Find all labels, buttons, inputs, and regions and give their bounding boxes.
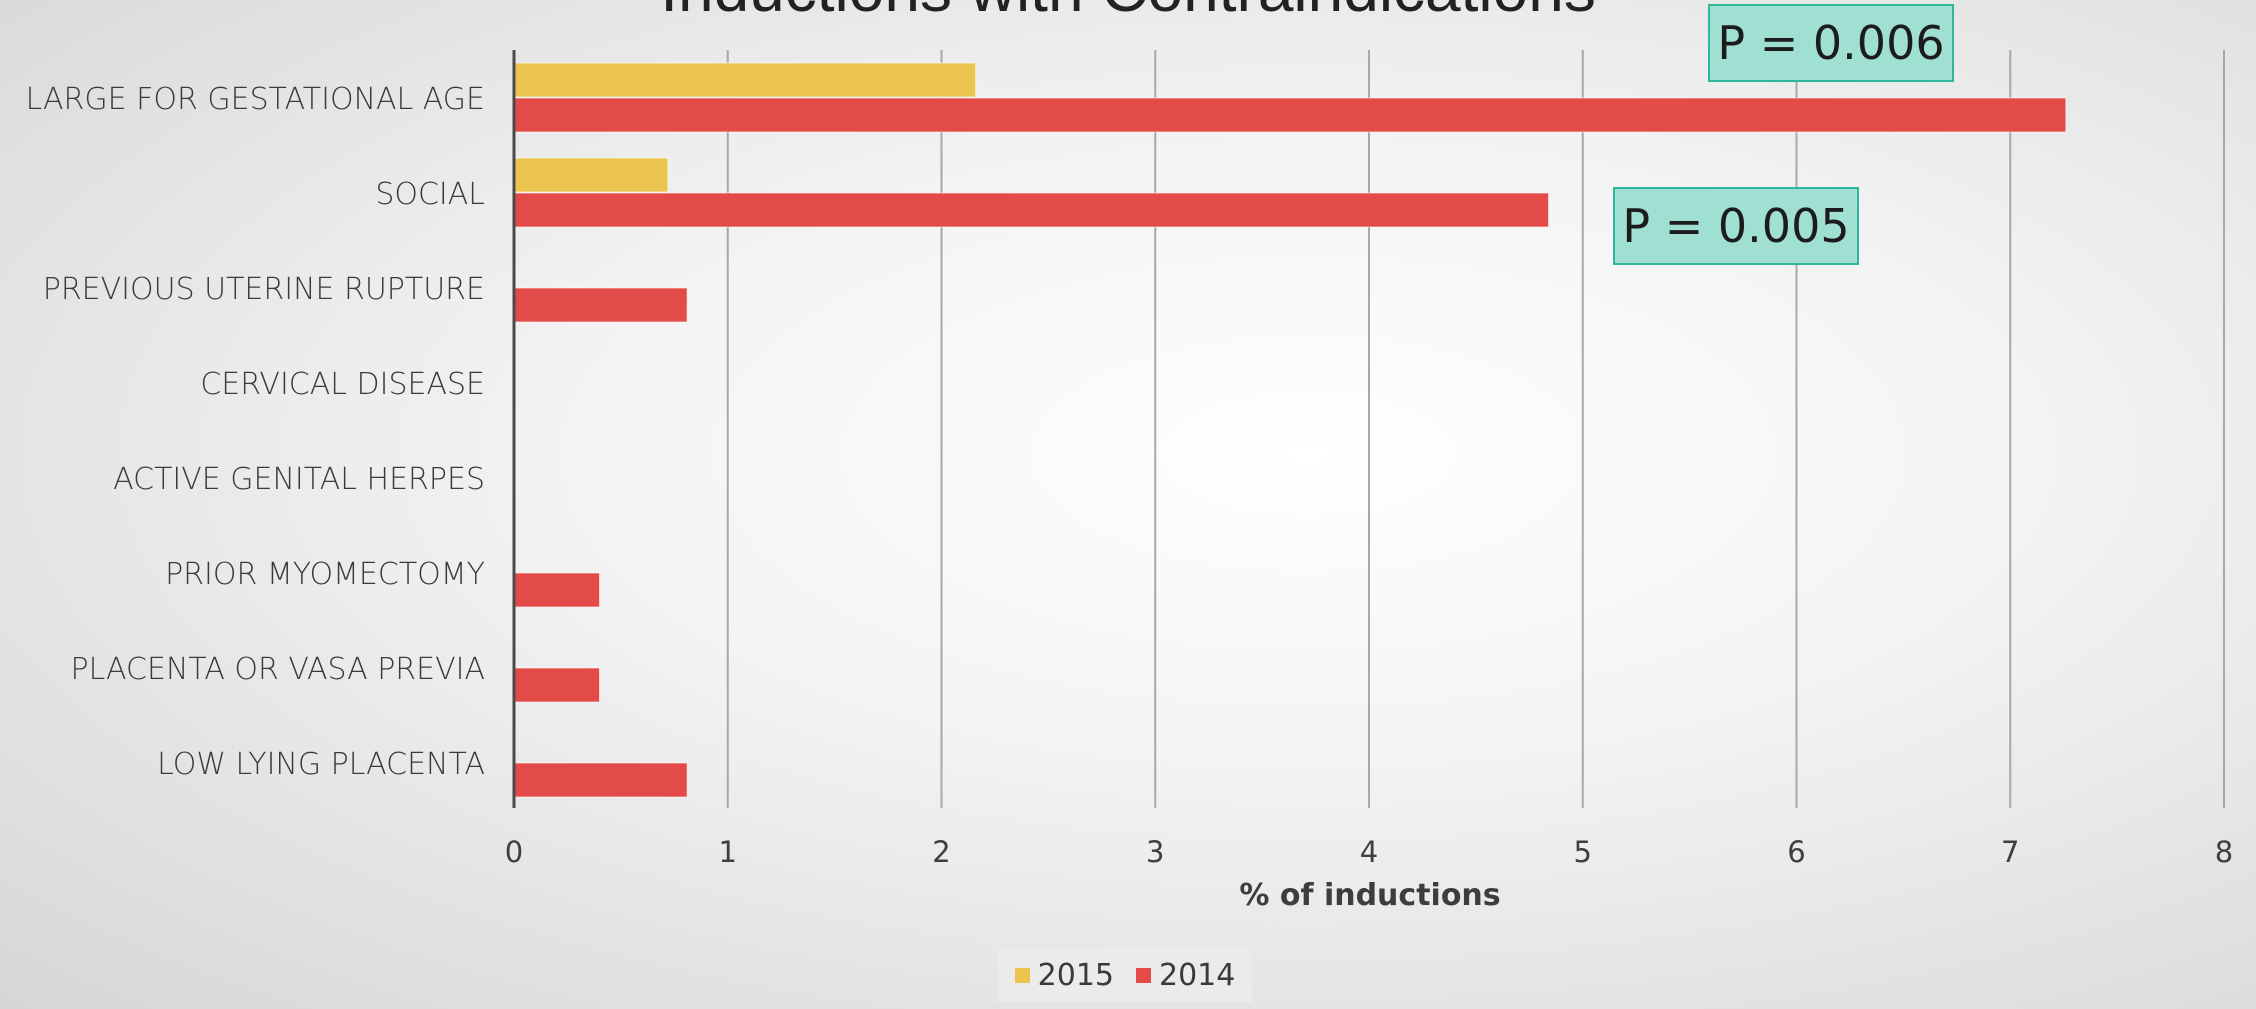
bar-2014-1 <box>513 192 1550 228</box>
p-value-annotation-2: P = 0.005 <box>1613 187 1859 265</box>
bar-2015-0 <box>513 62 977 98</box>
legend-swatch-2015 <box>1014 967 1030 983</box>
p-value-annotation-1: P = 0.006 <box>1708 4 1954 82</box>
x-tick-label-3: 3 <box>1146 835 1164 869</box>
category-label-6: PLACENTA OR VASA PREVIA <box>71 652 485 687</box>
x-tick-label-2: 2 <box>932 835 950 869</box>
category-label-5: PRIOR MYOMECTOMY <box>165 557 485 592</box>
x-tick-label-7: 7 <box>2001 835 2019 869</box>
category-label-2: PREVIOUS UTERINE RUPTURE <box>43 272 485 307</box>
category-label-1: SOCIAL <box>375 177 485 212</box>
category-label-0: LARGE FOR GESTATIONAL AGE <box>26 82 485 117</box>
bar-2014-2 <box>513 287 688 323</box>
legend-label-2015: 2015 <box>1037 957 1114 993</box>
x-tick-label-5: 5 <box>1574 835 1592 869</box>
x-tick-label-6: 6 <box>1787 835 1805 869</box>
x-tick-label-1: 1 <box>719 835 737 869</box>
legend-swatch-2014 <box>1136 967 1151 983</box>
x-axis-label: % of inductions <box>1239 878 1501 913</box>
bar-2014-0 <box>513 97 2067 133</box>
legend-label-2014: 2014 <box>1159 957 1236 993</box>
bar-2014-6 <box>513 667 600 703</box>
x-tick-label-4: 4 <box>1360 835 1378 869</box>
chart-title: Inductions with Contraindications <box>0 0 2256 26</box>
category-label-4: ACTIVE GENITAL HERPES <box>113 462 485 497</box>
bar-2014-7 <box>513 762 688 798</box>
category-label-3: CERVICAL DISEASE <box>200 367 485 402</box>
category-labels: LARGE FOR GESTATIONAL AGE SOCIAL PREVIOUS … <box>26 82 485 782</box>
gridlines <box>726 50 2225 808</box>
bars <box>513 62 2067 798</box>
bar-2014-5 <box>513 572 600 608</box>
bar-2015-1 <box>513 157 669 193</box>
category-label-7: LOW LYING PLACENTA <box>157 747 485 782</box>
x-tick-label-0: 0 <box>505 835 523 869</box>
x-tick-labels: 0 1 2 3 4 5 6 7 8 <box>505 835 2233 869</box>
x-tick-label-8: 8 <box>2215 835 2233 869</box>
legend-item-2015: 2015 <box>1014 957 1114 993</box>
legend: 2015 2014 <box>998 948 1252 1002</box>
legend-item-2014: 2014 <box>1136 958 1235 993</box>
